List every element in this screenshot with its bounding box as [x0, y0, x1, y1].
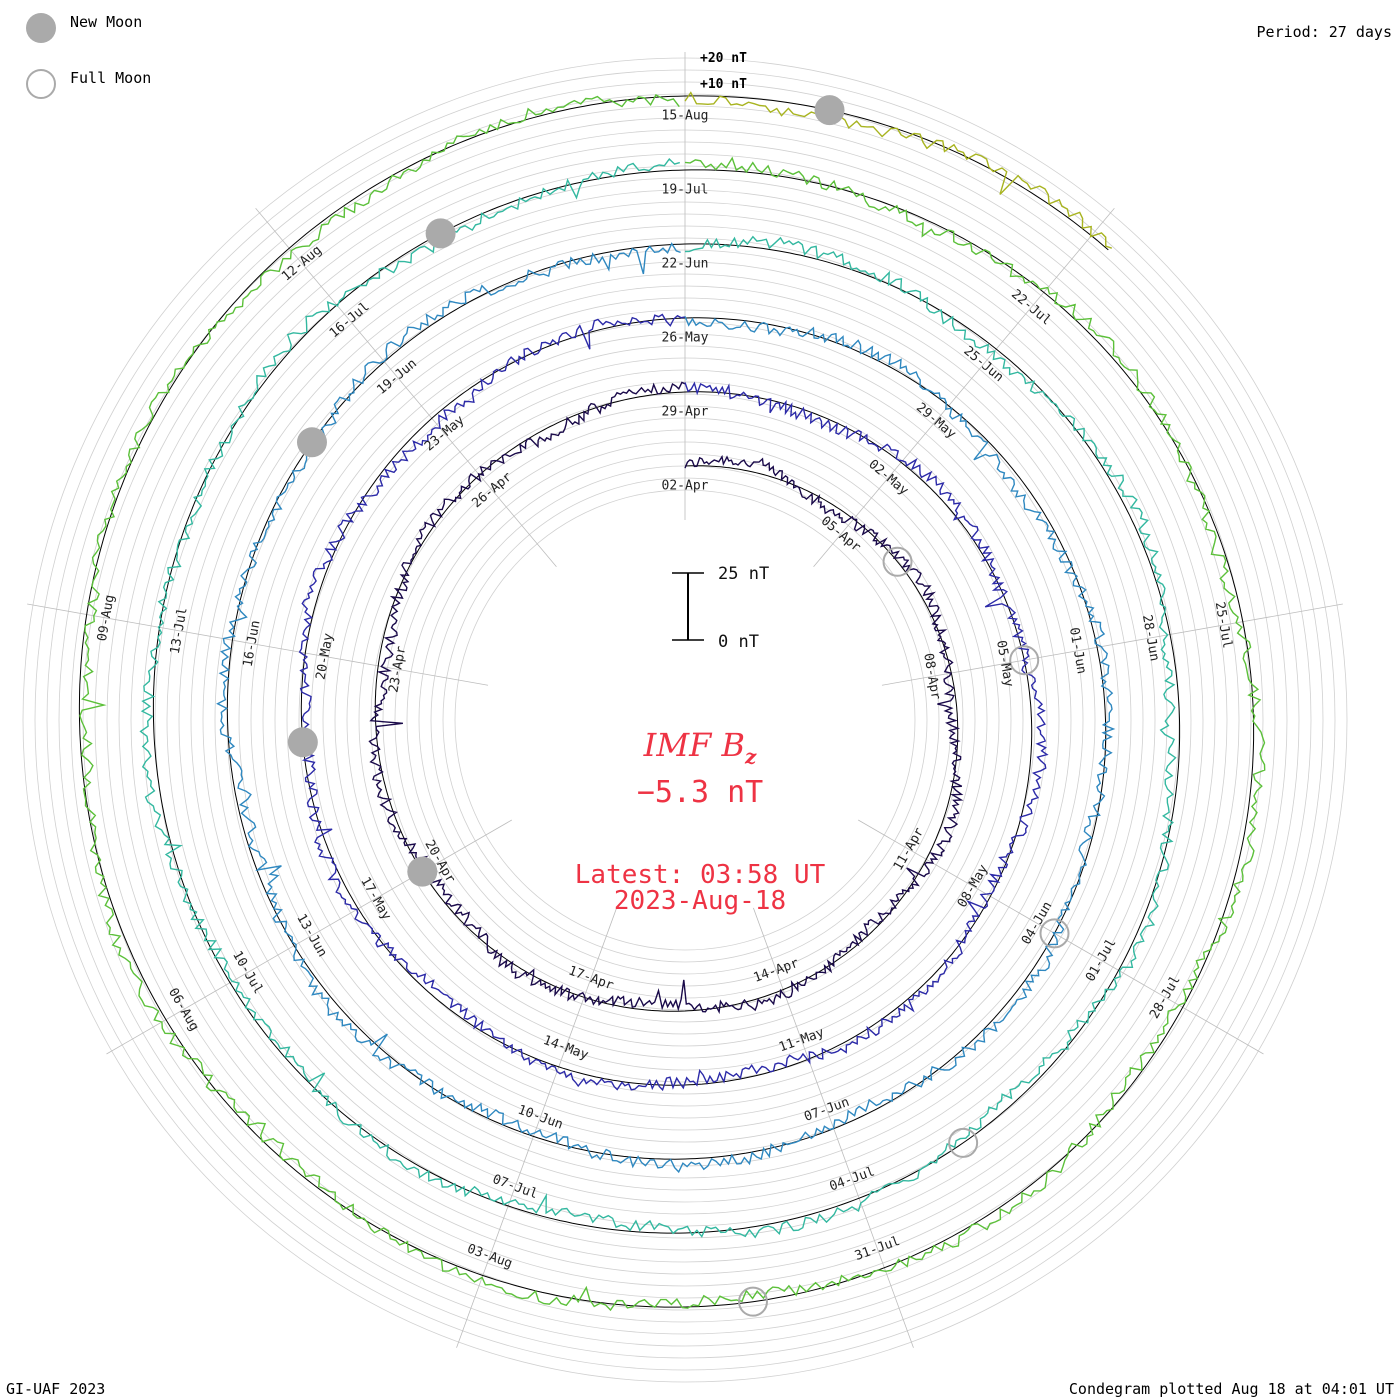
latest-time: Latest: 03:58 UT	[574, 860, 826, 890]
quantity-title: IMF Bz	[0, 726, 1400, 768]
date-tick-label: 04-Jul	[828, 1164, 877, 1194]
date-tick-label: 25-Jul	[1212, 601, 1235, 650]
date-tick-label: 17-Apr	[566, 963, 615, 993]
quantity-subscript: z	[744, 744, 757, 769]
date-tick-label: 14-Apr	[752, 956, 801, 986]
scale-bar: 25 nT 0 nT	[672, 564, 769, 652]
rotation-series-2	[298, 313, 1049, 1092]
legend-full-moon-label: Full Moon	[70, 69, 152, 87]
new-moon-marker	[814, 95, 845, 126]
rotation-series-4	[139, 157, 1177, 1239]
grid-spoke	[27, 603, 489, 686]
date-tick-label: 09-Aug	[95, 594, 118, 643]
date-tick-label: 07-Jun	[802, 1095, 851, 1125]
series-lines	[79, 91, 1266, 1312]
grid-spoke	[255, 208, 557, 568]
zero-baseline-spiral	[78, 95, 1255, 1308]
new-moon-marker	[407, 856, 438, 887]
credit-label: GI-UAF 2023	[6, 1380, 106, 1398]
full-moon-marker	[737, 1286, 768, 1317]
current-value: −5.3 nT	[636, 775, 764, 810]
ring-value-label: +20 nT	[700, 51, 747, 66]
rotation-series-3	[216, 242, 1116, 1174]
grid-spoke	[858, 819, 1264, 1055]
new-moon-marker	[296, 427, 327, 458]
date-tick-label: 14-May	[541, 1033, 590, 1063]
grid-spoke	[813, 208, 1115, 568]
full-moon-marker	[1039, 918, 1070, 949]
grid-spoke	[106, 819, 512, 1055]
grid-spoke	[456, 907, 617, 1348]
date-tick-label: 28-Jun	[1139, 614, 1162, 663]
date-tick-label: 10-Jun	[516, 1103, 565, 1133]
date-tick-label: 31-Jul	[853, 1234, 902, 1264]
period-label: Period: 27 days	[1256, 23, 1392, 41]
date-tick-label: 29-Apr	[662, 405, 709, 420]
date-tick-label: 07-Jul	[490, 1172, 539, 1202]
date-tick-label: 23-Apr	[386, 645, 409, 694]
latest-date: 2023-Aug-18	[613, 886, 787, 916]
new-moon-icon	[26, 13, 56, 43]
date-tick-label: 26-May	[662, 331, 709, 346]
date-tick-label: 16-Jun	[241, 619, 264, 668]
date-tick-label: 22-Jul	[1008, 287, 1054, 329]
legend-icons	[26, 13, 56, 99]
rotation-series-6	[684, 91, 1113, 249]
scale-bar-bottom-label: 0 nT	[718, 632, 759, 652]
date-tick-label: 20-May	[314, 632, 337, 681]
date-tick-label: 25-Jun	[961, 344, 1007, 386]
new-moon-marker	[287, 727, 318, 758]
ring-value-label: +10 nT	[700, 77, 747, 92]
ring-labels: +20 nT +10 nT	[700, 51, 747, 92]
date-tick-label: 08-Apr	[920, 652, 943, 701]
date-tick-label: 16-Jul	[327, 299, 373, 341]
grid-spoke	[881, 603, 1343, 686]
date-tick-label: 29-May	[913, 400, 959, 442]
full-moon-marker	[1009, 645, 1040, 676]
date-tick-label: 19-Jul	[662, 183, 709, 198]
rotation-series-5	[79, 93, 1266, 1312]
date-tick-label: 11-May	[777, 1025, 826, 1055]
date-tick-label: 22-Jun	[662, 257, 709, 272]
new-moon-marker	[425, 218, 456, 249]
rotation-series-1	[368, 381, 964, 1015]
full-moon-icon	[26, 69, 56, 99]
date-tick-label: 15-Aug	[662, 109, 709, 124]
zero-spiral	[78, 95, 1255, 1308]
date-tick-label: 12-Aug	[279, 243, 325, 285]
full-moon-marker	[882, 546, 913, 577]
plotted-timestamp: Condegram plotted Aug 18 at 04:01 UT	[1068, 1380, 1394, 1398]
full-moon-marker	[948, 1127, 979, 1158]
quantity-name: IMF B	[643, 726, 745, 764]
date-tick-label: 03-Aug	[465, 1242, 514, 1272]
date-tick-label: 02-Apr	[662, 479, 709, 494]
scale-bar-top-label: 25 nT	[718, 564, 769, 584]
moon-markers	[287, 95, 1070, 1317]
legend-new-moon-label: New Moon	[70, 13, 143, 31]
